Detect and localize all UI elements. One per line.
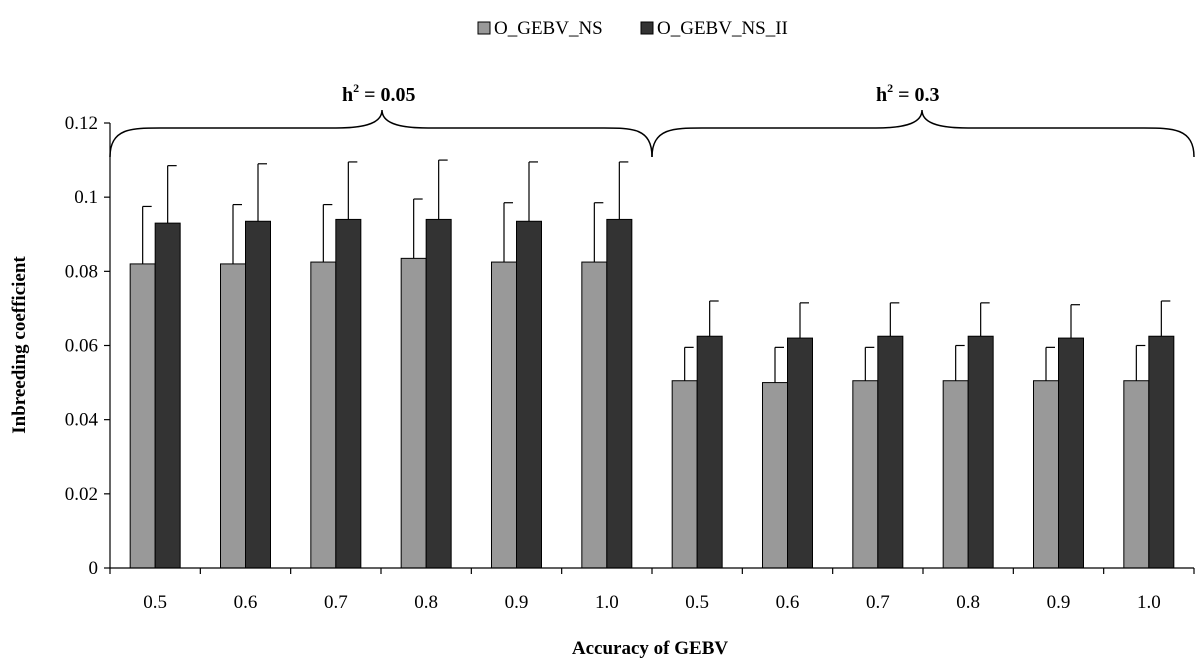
- bar-ns: [491, 261, 517, 569]
- bar-ns-ii: [245, 220, 271, 569]
- bar-ns-ii: [425, 218, 452, 569]
- x-tick-label: 0.7: [866, 592, 890, 613]
- bar-ns-ii: [967, 335, 994, 569]
- bar-ns-ii: [606, 218, 633, 569]
- bar-ns-ii: [696, 335, 723, 569]
- group-braces: h2 = 0.05 h2 = 0.3: [109, 81, 1195, 158]
- bar-ns-ii: [516, 220, 542, 569]
- bar-ns: [310, 261, 337, 569]
- bar-ns: [220, 263, 246, 569]
- bar-ns-ii: [787, 337, 813, 569]
- bar-ns-ii: [154, 222, 181, 569]
- bar-ns: [762, 382, 788, 569]
- y-tick-label: 0.02: [65, 484, 98, 505]
- group-label-h2-03: h2 = 0.3: [876, 81, 940, 106]
- x-tick-label: 0.5: [685, 592, 709, 613]
- bar-ns-ii: [1148, 335, 1175, 569]
- legend-label-ns-ii: O_GEBV_NS_II: [657, 18, 788, 39]
- legend-label-ns: O_GEBV_NS: [494, 18, 603, 39]
- x-tick-label: 0.8: [414, 592, 438, 613]
- x-tick-label: 0.5: [143, 592, 167, 613]
- x-tick-label: 0.7: [324, 592, 348, 613]
- bar-ns-ii: [1058, 337, 1084, 569]
- x-tick-label: 1.0: [595, 592, 619, 613]
- x-tick-label: 0.6: [234, 592, 258, 613]
- x-tick-label: 0.9: [505, 592, 529, 613]
- y-axis-title: Inbreeding coefficient: [9, 256, 30, 434]
- bar-ns: [1123, 380, 1150, 569]
- bar-ns-ii: [877, 335, 904, 569]
- bars: [129, 159, 1175, 569]
- y-tick-label: 0.06: [65, 336, 98, 357]
- y-axis-ticks: 0 0.02 0.04 0.06 0.08 0.1 0.12: [65, 113, 110, 579]
- legend-swatch-ns-ii: [640, 21, 654, 35]
- legend-item-ns: O_GEBV_NS: [477, 18, 603, 39]
- y-tick-label: 0.04: [65, 410, 99, 431]
- y-tick-label: 0.08: [65, 261, 98, 282]
- axes: [109, 123, 1194, 569]
- bar-ns: [671, 380, 698, 569]
- bar-ns: [942, 380, 969, 569]
- bar-ns: [129, 263, 156, 569]
- group-label-h2-005: h2 = 0.05: [342, 81, 416, 106]
- y-tick-label: 0.12: [65, 113, 98, 134]
- bar-ns: [581, 261, 608, 569]
- x-tick-label: 0.6: [776, 592, 800, 613]
- legend-item-ns-ii: O_GEBV_NS_II: [640, 18, 788, 39]
- brace-group-2: [651, 109, 1195, 158]
- x-tick-label: 0.9: [1047, 592, 1071, 613]
- y-tick-label: 0: [89, 558, 99, 579]
- bar-ns: [1033, 380, 1059, 569]
- y-tick-label: 0.1: [74, 187, 98, 208]
- x-tick-label: 1.0: [1137, 592, 1161, 613]
- bar-ns-ii: [335, 218, 362, 569]
- brace-group-1: [109, 109, 653, 158]
- x-axis-title: Accuracy of GEBV: [572, 638, 728, 659]
- bar-ns: [400, 257, 427, 569]
- x-tick-label: 0.8: [956, 592, 980, 613]
- legend-swatch-ns: [477, 21, 491, 35]
- x-axis-ticks: 0.5 0.6 0.7 0.8 0.9 1.0 0.5 0.6 0.7 0.8 0.9 1.0: [109, 568, 1195, 613]
- bar-ns: [852, 380, 879, 569]
- legend: O_GEBV_NS O_GEBV_NS_II: [477, 18, 788, 39]
